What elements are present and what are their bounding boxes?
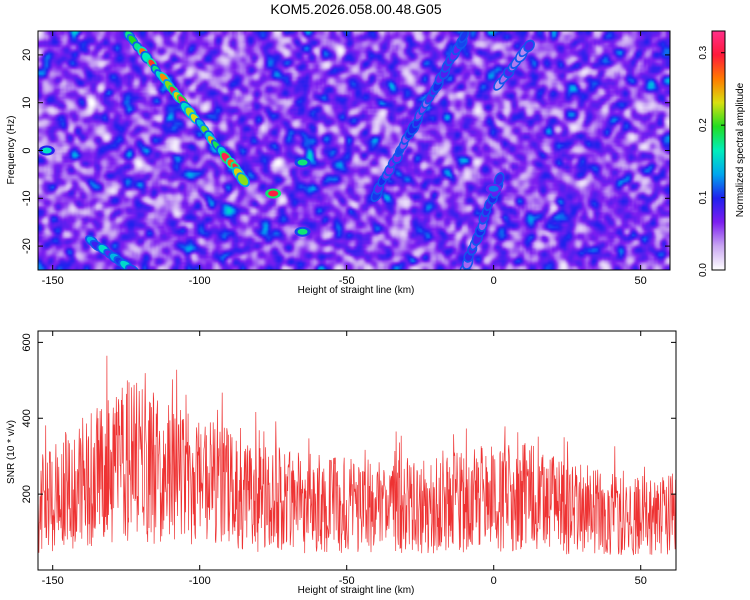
ridge-blob [126, 265, 138, 270]
snr-y-tick-label: 200 [21, 485, 33, 503]
snr-y-label: SNR (10 * v/v) [6, 420, 17, 484]
ridge-blob [237, 174, 249, 186]
colorbar-label: Normalized spectral amplitude [735, 82, 746, 217]
hotspot [268, 190, 279, 197]
snr-x-tick-label: 0 [491, 575, 497, 587]
snr-y-tick-label: 400 [21, 409, 33, 427]
snr-y-tick-label: 600 [21, 333, 33, 351]
heatmap-x-axis: -150 -100 -50 0 50 [42, 31, 647, 287]
heatmap-x-tick-label: -100 [189, 275, 211, 287]
snr-x-axis: -150 -100 -50 0 50 [42, 331, 647, 587]
heatmap-y-tick-label: 10 [21, 97, 33, 109]
heatmap-x-label: Height of straight line (km) [298, 285, 415, 296]
heatmap-y-tick-label: -20 [21, 238, 33, 254]
snr-x-tick-label: -150 [42, 575, 64, 587]
colorbar: 0.0 0.1 0.2 0.3 Normalized spectral amplitu… [698, 30, 746, 277]
heatmap-y-tick-label: 20 [21, 49, 33, 61]
heatmap-x-tick-label: -50 [339, 275, 355, 287]
heatmap-y-label: Frequency (Hz) [6, 116, 17, 185]
heatmap-y-tick-label: 0 [21, 147, 33, 153]
ridge-blob [524, 41, 534, 51]
colorbar-tick-label: 0.1 [698, 190, 709, 204]
snr-y-axis: 200 400 600 [21, 333, 676, 503]
ridge-blob [460, 31, 468, 42]
heatmap-y-axis: -20 -10 0 10 20 [21, 49, 670, 254]
heatmap-image [38, 31, 670, 270]
heatmap-x-tick-label: 0 [491, 275, 497, 287]
hotspot [297, 159, 308, 166]
hotspot [488, 185, 499, 192]
hotspot [297, 228, 308, 235]
heatmap-x-tick-label: 50 [634, 275, 646, 287]
hotspot [41, 147, 52, 154]
heatmap-x-tick-label: -150 [42, 275, 64, 287]
colorbar-tick-label: 0.0 [698, 263, 709, 277]
snr-x-tick-label: -50 [339, 575, 355, 587]
ridge-blob [495, 174, 503, 185]
colorbar-tick-label: 0.3 [698, 45, 709, 59]
snr-panel: -150 -100 -50 0 50 200 400 600 Height of strai… [6, 330, 677, 596]
colorbar-ticks: 0.0 0.1 0.2 0.3 [698, 45, 725, 277]
colorbar-tick-label: 0.2 [698, 118, 709, 132]
snr-x-tick-label: 50 [635, 575, 647, 587]
snr-x-label: Height of straight line (km) [298, 585, 415, 596]
snr-series-line [38, 355, 676, 556]
colorbar-gradient [711, 30, 726, 271]
heatmap-y-tick-label: -10 [21, 190, 33, 206]
spectral-ridges [38, 31, 535, 270]
snr-frame [37, 330, 677, 571]
chart-title: KOM5.2026.058.00.48.G05 [270, 1, 442, 17]
snr-x-tick-label: -100 [189, 575, 211, 587]
